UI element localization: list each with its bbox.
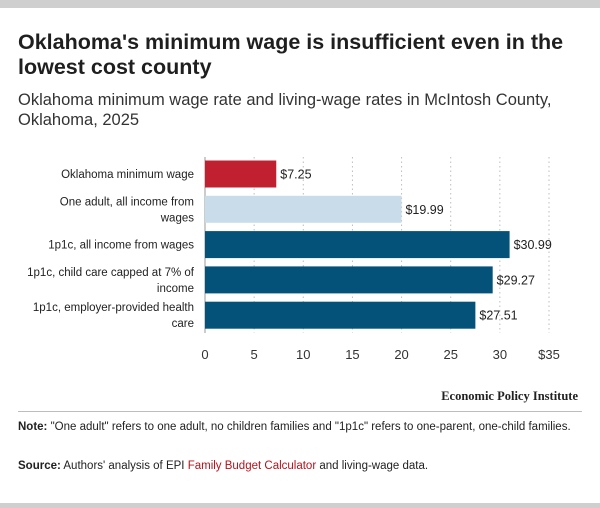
category-label: One adult, all income from [60,196,194,208]
top-border [0,0,600,8]
x-tick-label: 15 [345,347,359,362]
source-text-end: and living-wage data. [319,460,429,472]
category-label: care [172,318,194,330]
note-label: Note: [18,421,48,433]
bar [205,301,476,329]
category-label: 1p1c, employer-provided health [33,302,194,314]
bottom-border [0,503,600,508]
category-label: 1p1c, child care capped at 7% of [27,267,195,279]
chart-title: Oklahoma's minimum wage is insufficient … [18,30,564,79]
source-label: Source: [18,460,61,472]
bars [205,160,510,329]
value-label: $7.25 [280,168,311,182]
x-tick-label: 20 [394,347,408,362]
category-label: 1p1c, all income from wages [48,240,194,252]
value-label: $27.51 [479,309,517,323]
x-tick-label: 5 [251,347,258,362]
note-text: "One adult" refers to one adult, no chil… [50,421,571,433]
value-label: $30.99 [514,238,552,252]
brand-logo-text: Economic Policy Institute [441,389,578,403]
chart-subtitle: Oklahoma minimum wage rate and living-wa… [18,91,552,129]
bar-chart: Oklahoma minimum wage One adult, all inco… [27,157,560,362]
category-label: income [157,283,194,295]
value-labels: $7.25 $19.99 $30.99 $29.27 $27.51 [280,168,552,323]
x-tick-label: 10 [296,347,310,362]
source: Source: Authors' analysis of EPI Family … [18,458,578,474]
value-label: $19.99 [405,203,443,217]
family-budget-calculator-link[interactable]: Family Budget Calculator [187,460,317,472]
x-tick-label: $35 [538,347,560,362]
x-tick-label: 0 [201,347,208,362]
x-tick-label: 25 [443,347,457,362]
category-label: wages [160,212,194,224]
category-labels: Oklahoma minimum wage One adult, all inco… [27,169,195,330]
x-tick-labels: 0 5 10 15 20 25 30 $35 [201,347,559,362]
bar [205,266,493,294]
source-text: Authors' analysis of EPI [63,460,185,472]
bar [205,231,510,259]
bar [205,160,277,188]
value-label: $29.27 [497,273,535,287]
note: Note: "One adult" refers to one adult, n… [18,419,578,435]
divider [18,411,582,412]
category-label: Oklahoma minimum wage [61,169,194,181]
bar [205,195,402,223]
x-tick-label: 30 [493,347,507,362]
